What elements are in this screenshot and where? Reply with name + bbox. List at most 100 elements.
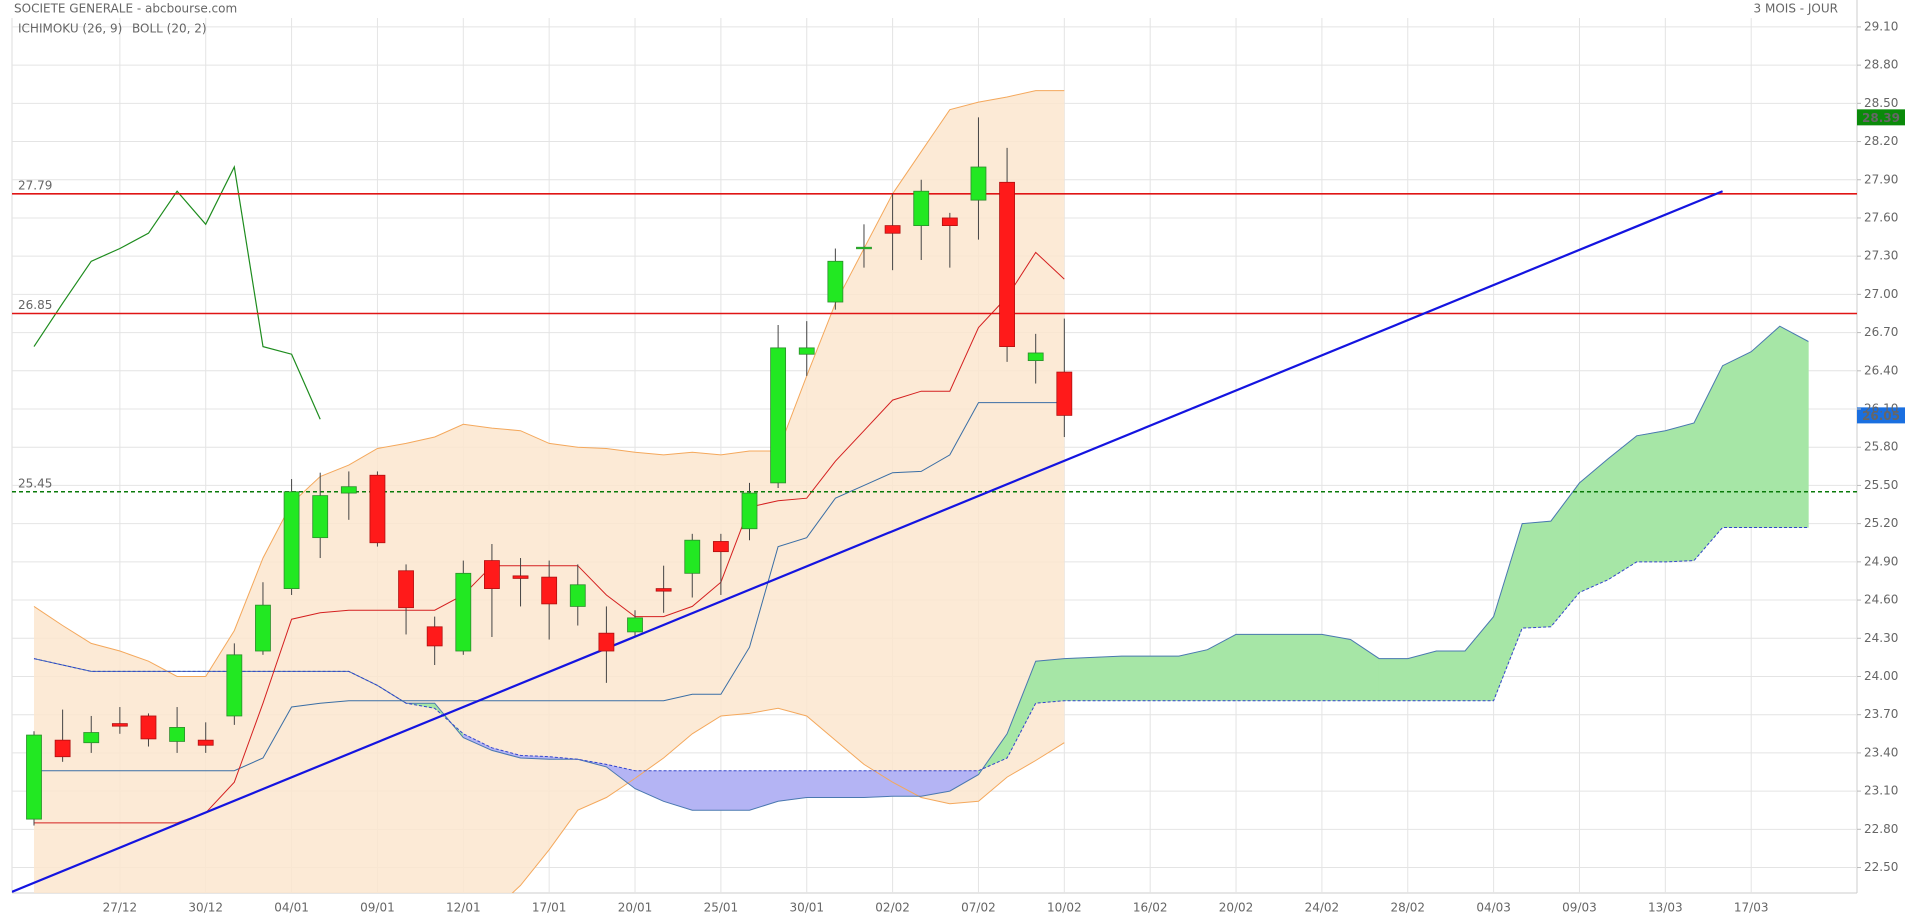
- y-tick-label: 24.30: [1864, 631, 1898, 645]
- candle-body: [827, 260, 844, 303]
- y-tick-label: 24.60: [1864, 593, 1898, 607]
- y-tick-label: 26.10: [1864, 402, 1898, 416]
- y-tick-label: 26.70: [1864, 325, 1898, 339]
- cloud-segment: [692, 770, 722, 811]
- senkou-b: [33, 527, 1809, 772]
- cloud-segment: [1321, 634, 1351, 701]
- level-label: 27.79: [18, 178, 52, 192]
- y-tick-label: 23.10: [1864, 784, 1898, 798]
- x-tick-label: 13/03: [1648, 901, 1683, 915]
- candle-body: [484, 560, 500, 589]
- y-tick-label: 24.90: [1864, 554, 1898, 568]
- y-tick-label: 27.90: [1864, 172, 1898, 186]
- y-tick-label: 24.00: [1864, 669, 1898, 683]
- cloud-segment: [1378, 658, 1409, 701]
- candle-body: [226, 654, 243, 717]
- y-tick-label: 28.50: [1864, 96, 1898, 110]
- cloud-segment: [1092, 655, 1122, 701]
- cloud-segment: [1407, 650, 1437, 701]
- price-marker-label: 26.05: [1862, 409, 1900, 423]
- legend-boll: BOLL (20, 2): [132, 22, 207, 36]
- cloud-segment: [777, 770, 807, 802]
- y-tick-label: 28.20: [1864, 134, 1898, 148]
- cloud-segment: [1178, 649, 1208, 701]
- y-tick-label: 25.80: [1864, 440, 1898, 454]
- x-tick-label: 25/01: [704, 901, 739, 915]
- candle-body: [426, 626, 443, 647]
- bollinger-lower: [511, 707, 1065, 893]
- candle-body: [512, 575, 529, 579]
- x-tick-label: 09/01: [360, 901, 395, 915]
- candle-body: [1056, 371, 1073, 416]
- y-tick-label: 28.80: [1864, 58, 1898, 72]
- x-tick-label: 30/01: [789, 901, 824, 915]
- x-tick-label: 07/02: [961, 901, 996, 915]
- cloud-segment: [1436, 650, 1466, 701]
- candle-body: [54, 739, 71, 758]
- cloud-segment: [1722, 351, 1752, 528]
- candle-body: [255, 604, 271, 652]
- candle-body: [569, 584, 586, 607]
- kijun: [34, 402, 1065, 772]
- y-tick-label: 27.00: [1864, 287, 1898, 301]
- candle-body: [1027, 352, 1044, 362]
- x-tick-label: 20/01: [618, 901, 653, 915]
- x-tick-label: 04/03: [1476, 901, 1511, 915]
- cloud-segment: [720, 770, 750, 811]
- cloud-segment: [1264, 634, 1294, 701]
- candle-body: [655, 588, 672, 592]
- candle-body: [770, 347, 787, 484]
- overlay: 28.39 26.05 ICHIMOKU (26, 9) BOLL (20, 2): [18, 22, 1905, 424]
- y-tick-label: 23.40: [1864, 745, 1898, 759]
- chikou: [33, 165, 321, 420]
- candle-body: [627, 617, 643, 633]
- candle-body: [598, 632, 615, 652]
- x-tick-label: 12/01: [446, 901, 481, 915]
- candle-body: [140, 715, 157, 740]
- candle-body: [455, 572, 472, 652]
- candle-body: [970, 166, 987, 201]
- cloud-segment: [1064, 657, 1094, 701]
- candle-body: [884, 225, 901, 234]
- x-tick-label: 09/03: [1562, 901, 1597, 915]
- candle-body: [283, 491, 300, 589]
- level-label: 25.45: [18, 476, 52, 490]
- candle-body: [369, 474, 386, 544]
- cloud-segment: [1035, 658, 1065, 704]
- chart-title: SOCIETE GENERALE - abcbourse.com: [14, 2, 237, 16]
- cloud-segment: [1235, 634, 1265, 701]
- cloud-segment: [1636, 430, 1666, 563]
- y-tick-label: 23.70: [1864, 707, 1898, 721]
- candle-body: [398, 570, 414, 609]
- candle-body: [169, 727, 186, 742]
- candle-body: [712, 541, 729, 553]
- candle-body: [798, 347, 815, 355]
- cloud-segment: [1149, 655, 1180, 701]
- cloud-segment: [863, 770, 893, 798]
- candle-body: [83, 732, 100, 744]
- candle-body: [913, 190, 930, 227]
- candle-body: [312, 495, 329, 539]
- candle-body: [340, 486, 357, 494]
- candle-body: [741, 492, 758, 530]
- y-tick-label: 26.40: [1864, 363, 1898, 377]
- x-tick-label: 24/02: [1305, 901, 1340, 915]
- y-tick-label: 27.60: [1864, 210, 1898, 224]
- trendline: [12, 190, 1723, 893]
- chart-subtitle: 3 MOIS - JOUR: [1754, 2, 1838, 16]
- x-tick-label: 10/02: [1047, 901, 1082, 915]
- price-marker-label: 28.39: [1862, 111, 1900, 125]
- legend-ichimoku: ICHIMOKU (26, 9): [18, 22, 122, 36]
- cloud-segment: [835, 770, 865, 798]
- y-tick-label: 27.30: [1864, 249, 1898, 263]
- x-tick-label: 17/01: [532, 901, 567, 915]
- cloud-segment: [1750, 325, 1781, 528]
- y-tick-label: 29.10: [1864, 19, 1898, 33]
- candle-body: [26, 734, 42, 820]
- candle-body: [541, 576, 558, 605]
- bollinger-band: [34, 90, 1065, 893]
- cloud-segment: [1607, 435, 1637, 581]
- y-tick-label: 25.50: [1864, 478, 1898, 492]
- level-label: 26.85: [18, 298, 52, 312]
